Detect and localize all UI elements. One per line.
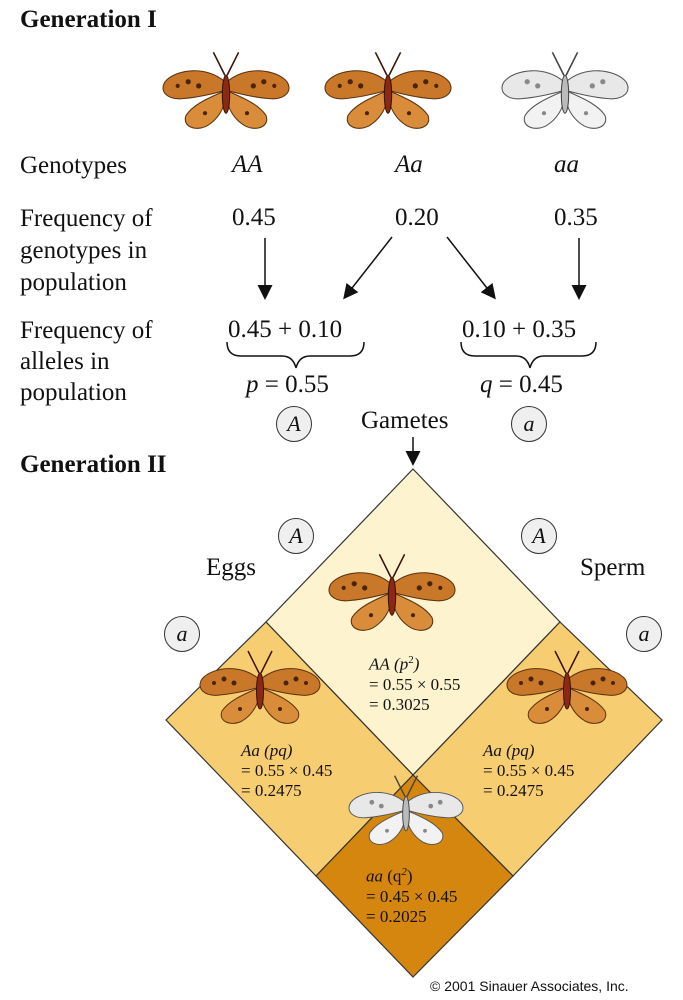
p-equation: p = 0.55	[246, 371, 329, 398]
cell-AA-label: AA (p2) = 0.55 × 0.55 = 0.3025	[369, 654, 461, 714]
freq-Aa: 0.20	[395, 204, 439, 231]
freq-AA: 0.45	[232, 204, 276, 231]
freq-allele-label-2: alleles in	[20, 348, 110, 375]
brace-p	[226, 341, 365, 369]
eggs-allele-a: a	[164, 616, 200, 652]
gametes-label: Gametes	[361, 407, 449, 434]
copyright-credit: © 2001 Sinauer Associates, Inc.	[430, 978, 629, 994]
generation-1-title: Generation I	[20, 6, 157, 33]
eggs-allele-A: A	[278, 518, 314, 554]
sperm-allele-A: A	[521, 518, 557, 554]
freq-genotype-label-1: Frequency of	[20, 205, 153, 232]
butterfly-Aa	[324, 51, 452, 130]
allele-sum-p: 0.45 + 0.10	[228, 316, 343, 343]
arrow-Aa-right	[446, 236, 496, 300]
freq-allele-label-1: Frequency of	[20, 317, 153, 344]
cell-aa	[315, 774, 514, 978]
brace-q	[460, 341, 597, 369]
allele-A-circle: A	[276, 406, 312, 442]
cell-aa-label: aa (q2) = 0.45 × 0.45 = 0.2025	[366, 866, 458, 926]
allele-sum-q: 0.10 + 0.35	[462, 316, 577, 343]
q-equation: q = 0.45	[480, 371, 563, 398]
genotypes-label: Genotypes	[20, 152, 127, 179]
allele-a-circle: a	[511, 406, 547, 442]
butterfly-AA	[162, 51, 290, 130]
freq-aa: 0.35	[554, 204, 598, 231]
generation-2-title: Generation II	[20, 451, 167, 478]
cell-Aa-left-label: Aa (pq) = 0.55 × 0.45 = 0.2475	[241, 741, 333, 800]
arrow-Aa-left	[343, 236, 393, 300]
sperm-allele-a: a	[626, 616, 662, 652]
butterfly-aa	[501, 51, 629, 130]
genotype-AA: AA	[232, 151, 263, 178]
freq-genotype-label-2: genotypes in	[20, 237, 148, 264]
cell-Aa-right-label: Aa (pq) = 0.55 × 0.45 = 0.2475	[483, 741, 575, 800]
genotype-Aa: Aa	[395, 151, 423, 178]
eggs-label: Eggs	[206, 554, 256, 581]
sperm-label: Sperm	[580, 554, 646, 581]
genotype-aa: aa	[554, 151, 579, 178]
freq-allele-label-3: population	[20, 379, 127, 406]
freq-genotype-label-3: population	[20, 269, 127, 296]
